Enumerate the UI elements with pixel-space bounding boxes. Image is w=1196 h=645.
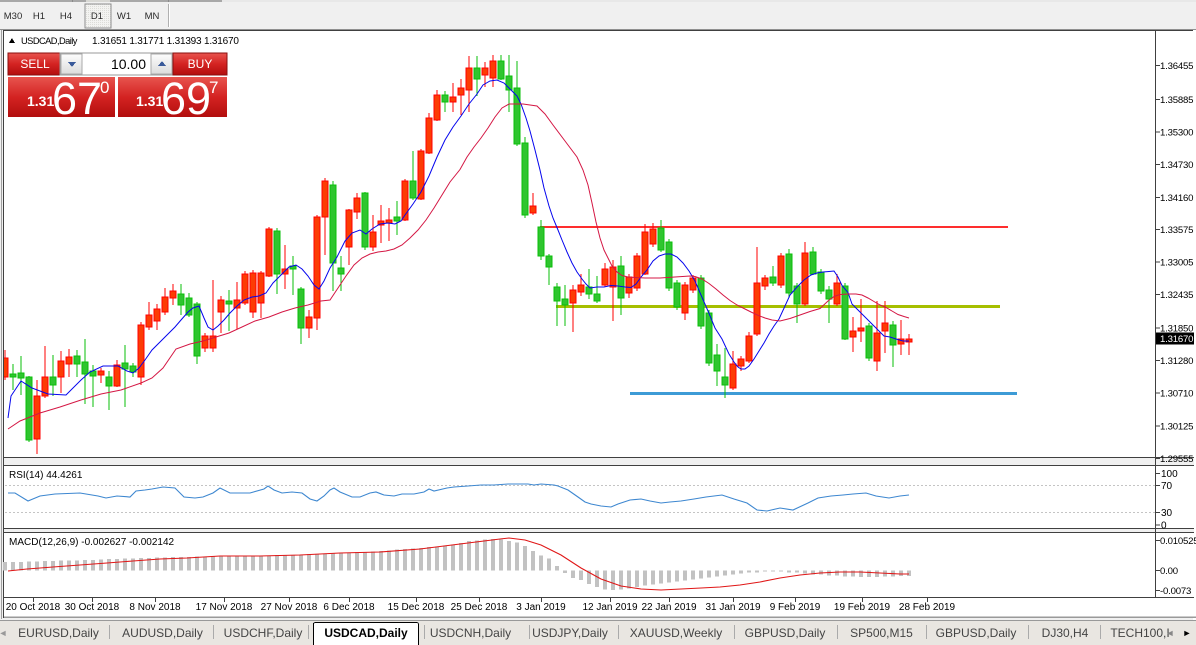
svg-text:25 Dec 2018: 25 Dec 2018 (451, 602, 508, 613)
svg-text:1.34160: 1.34160 (1160, 193, 1193, 204)
svg-text:USDJPY,Daily: USDJPY,Daily (532, 626, 608, 640)
svg-text:6 Dec 2018: 6 Dec 2018 (323, 602, 375, 613)
svg-text:GBPUSD,Daily: GBPUSD,Daily (745, 626, 826, 640)
svg-text:9 Feb 2019: 9 Feb 2019 (770, 602, 821, 613)
svg-text:0: 0 (100, 78, 109, 97)
svg-text:20 Oct 2018: 20 Oct 2018 (6, 602, 61, 613)
svg-text:7: 7 (209, 78, 218, 97)
svg-text:1.31280: 1.31280 (1160, 356, 1193, 367)
svg-text:30: 30 (1161, 508, 1173, 519)
svg-text:RSI(14) 44.4261: RSI(14) 44.4261 (9, 470, 83, 481)
svg-text:8 Nov 2018: 8 Nov 2018 (129, 602, 181, 613)
svg-text:D1: D1 (91, 11, 103, 22)
svg-text:MACD(12,26,9) -0.002627 -0.002: MACD(12,26,9) -0.002627 -0.002142 (9, 537, 175, 548)
svg-text:USDCHF,Daily: USDCHF,Daily (224, 626, 303, 640)
svg-text:◄: ◄ (0, 628, 7, 638)
svg-text:69: 69 (161, 73, 211, 124)
svg-text:3 Jan 2019: 3 Jan 2019 (516, 602, 566, 613)
svg-text:SP500,M15: SP500,M15 (850, 626, 913, 640)
svg-text:AUDUSD,Daily: AUDUSD,Daily (122, 626, 203, 640)
svg-text:1.33575: 1.33575 (1160, 225, 1193, 236)
svg-text:1.34730: 1.34730 (1160, 160, 1193, 171)
svg-text:►: ► (1183, 628, 1192, 638)
svg-text:MN: MN (145, 11, 160, 22)
svg-text:1.36455: 1.36455 (1160, 61, 1193, 72)
svg-text:1.31: 1.31 (27, 93, 54, 109)
svg-text:EURUSD,Daily: EURUSD,Daily (18, 626, 99, 640)
svg-text:-0.0073: -0.0073 (1160, 586, 1191, 597)
svg-text:1.31850: 1.31850 (1160, 323, 1193, 334)
svg-text:31 Jan 2019: 31 Jan 2019 (705, 602, 760, 613)
svg-text:H4: H4 (60, 11, 72, 22)
svg-text:28 Feb 2019: 28 Feb 2019 (899, 602, 956, 613)
svg-text:1.31670: 1.31670 (1160, 334, 1193, 345)
svg-text:100: 100 (1161, 469, 1178, 480)
svg-text:15 Dec 2018: 15 Dec 2018 (388, 602, 445, 613)
svg-text:70: 70 (1161, 481, 1173, 492)
svg-text:19 Feb 2019: 19 Feb 2019 (834, 602, 891, 613)
svg-text:GBPUSD,Daily: GBPUSD,Daily (936, 626, 1017, 640)
svg-text:1.35885: 1.35885 (1160, 95, 1193, 106)
svg-text:12 Jan 2019: 12 Jan 2019 (582, 602, 637, 613)
svg-text:1.35300: 1.35300 (1160, 127, 1193, 138)
svg-text:1.29555: 1.29555 (1160, 454, 1193, 465)
svg-text:DJ30,H4: DJ30,H4 (1042, 626, 1089, 640)
svg-text:SELL: SELL (20, 57, 50, 71)
svg-text:W1: W1 (117, 11, 131, 22)
svg-text:1.31651 1.31771 1.31393 1.3167: 1.31651 1.31771 1.31393 1.31670 (92, 36, 239, 47)
svg-text:BUY: BUY (188, 57, 213, 71)
svg-text:1.31: 1.31 (136, 93, 163, 109)
svg-text:17 Nov 2018: 17 Nov 2018 (196, 602, 253, 613)
svg-text:1.30710: 1.30710 (1160, 388, 1193, 399)
svg-text:27 Nov 2018: 27 Nov 2018 (261, 602, 318, 613)
svg-text:H1: H1 (33, 11, 45, 22)
svg-text:USDCAD,Daily: USDCAD,Daily (324, 626, 408, 640)
svg-text:◄: ◄ (1166, 628, 1175, 638)
svg-text:1.33005: 1.33005 (1160, 258, 1193, 269)
svg-text:TECH100,I: TECH100,I (1110, 626, 1169, 640)
svg-text:USDCAD,Daily: USDCAD,Daily (21, 36, 78, 46)
svg-text:10.00: 10.00 (111, 56, 146, 72)
svg-text:22 Jan 2019: 22 Jan 2019 (641, 602, 696, 613)
svg-text:M30: M30 (4, 11, 22, 22)
svg-text:XAUUSD,Weekly: XAUUSD,Weekly (630, 626, 722, 640)
svg-text:30 Oct 2018: 30 Oct 2018 (65, 602, 120, 613)
svg-text:1.30125: 1.30125 (1160, 421, 1193, 432)
svg-text:0.00: 0.00 (1160, 566, 1178, 577)
svg-text:1.32435: 1.32435 (1160, 290, 1193, 301)
svg-text:USDCNH,Daily: USDCNH,Daily (430, 626, 511, 640)
svg-text:67: 67 (52, 73, 102, 124)
svg-text:0.010525: 0.010525 (1160, 536, 1196, 547)
svg-text:0: 0 (1161, 521, 1167, 532)
